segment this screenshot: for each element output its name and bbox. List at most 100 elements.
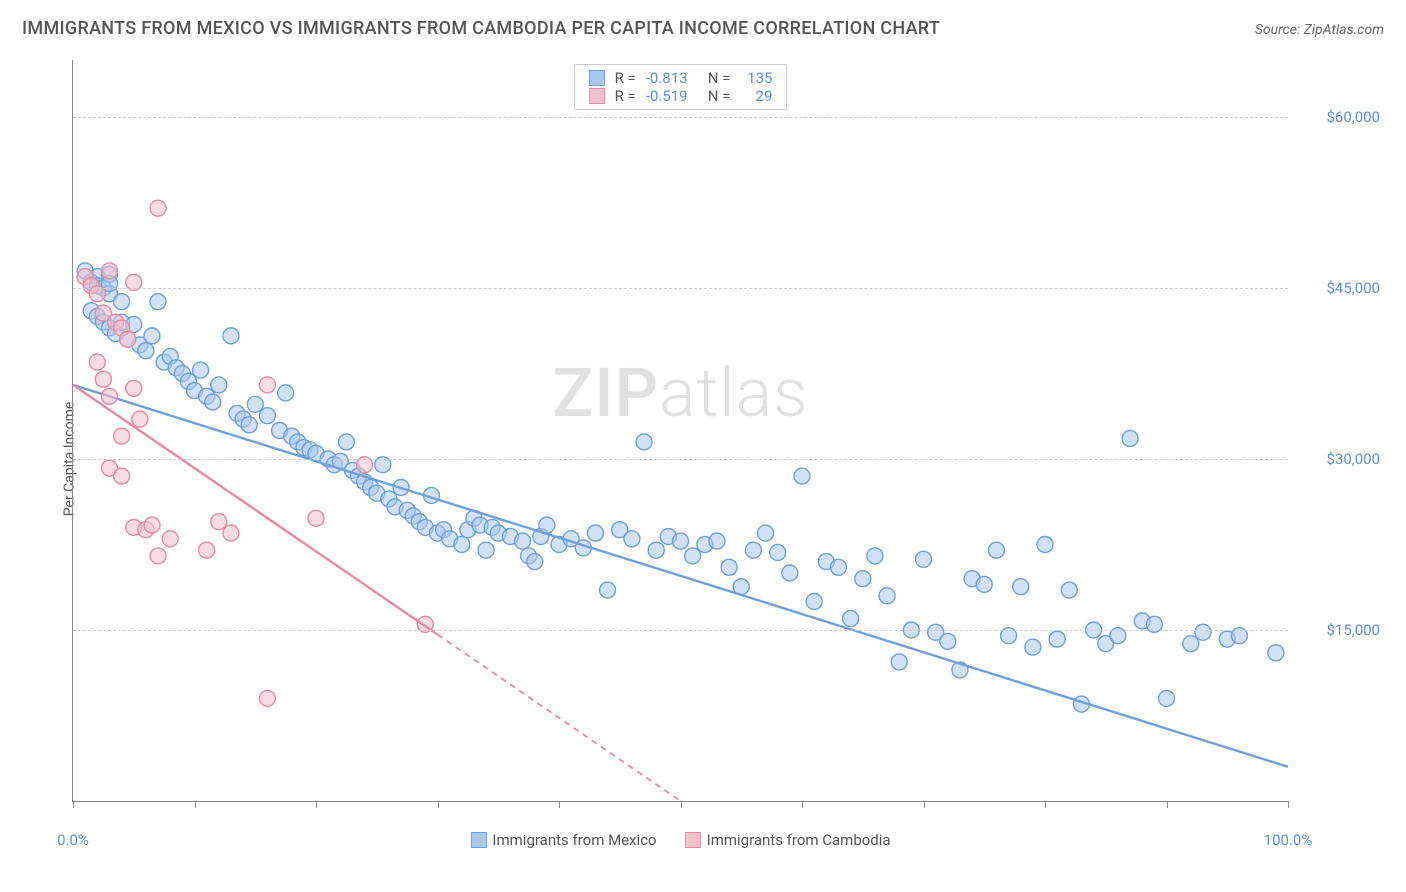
scatter-point (1122, 430, 1138, 446)
r-label: R = (615, 87, 636, 105)
correlation-legend: R =-0.813N =135R =-0.519N =29 (574, 64, 788, 110)
r-value: -0.519 (646, 87, 698, 105)
scatter-point (515, 533, 531, 549)
chart-title: IMMIGRANTS FROM MEXICO VS IMMIGRANTS FRO… (22, 18, 940, 39)
n-value: 29 (740, 87, 772, 105)
data-layer (73, 60, 1288, 801)
scatter-point (587, 525, 603, 541)
scatter-point (794, 468, 810, 484)
scatter-point (308, 510, 324, 526)
scatter-point (144, 328, 160, 344)
x-tick (1167, 801, 1168, 808)
scatter-point (1268, 645, 1284, 661)
scatter-point (758, 525, 774, 541)
scatter-point (1195, 624, 1211, 640)
scatter-point (211, 377, 227, 393)
scatter-point (1159, 690, 1175, 706)
scatter-point (806, 594, 822, 610)
chart-source: Source: ZipAtlas.com (1255, 22, 1384, 38)
y-tick-label: $15,000 (1326, 621, 1380, 639)
scatter-point (1013, 579, 1029, 595)
scatter-point (879, 588, 895, 604)
scatter-point (114, 294, 130, 310)
x-tick (195, 801, 196, 808)
x-tick (438, 801, 439, 808)
scatter-point (709, 533, 725, 549)
scatter-point (126, 380, 142, 396)
scatter-point (150, 294, 166, 310)
scatter-point (132, 411, 148, 427)
scatter-point (648, 542, 664, 558)
y-tick-label: $45,000 (1326, 279, 1380, 297)
scatter-point (144, 517, 160, 533)
scatter-point (1183, 636, 1199, 652)
scatter-point (600, 582, 616, 598)
scatter-point (150, 200, 166, 216)
scatter-point (223, 328, 239, 344)
scatter-point (89, 354, 105, 370)
scatter-point (199, 542, 215, 558)
scatter-point (685, 548, 701, 564)
scatter-point (259, 408, 275, 424)
x-tick (73, 801, 74, 808)
scatter-point (940, 633, 956, 649)
x-tick (559, 801, 560, 808)
regression-line (73, 385, 1288, 767)
legend-item: Immigrants from Mexico (470, 831, 656, 849)
scatter-point (223, 525, 239, 541)
scatter-point (1049, 631, 1065, 647)
scatter-point (539, 517, 555, 533)
n-label: N = (708, 87, 731, 105)
scatter-point (278, 385, 294, 401)
scatter-point (95, 371, 111, 387)
n-label: N = (708, 69, 731, 87)
x-tick (681, 801, 682, 808)
scatter-point (114, 428, 130, 444)
x-tick-label: 100.0% (1264, 831, 1313, 849)
scatter-point (150, 548, 166, 564)
scatter-point (891, 654, 907, 670)
scatter-point (988, 542, 1004, 558)
x-tick (1288, 801, 1289, 808)
legend-swatch (685, 832, 701, 848)
x-tick (1045, 801, 1046, 808)
legend-swatch (470, 832, 486, 848)
scatter-point (247, 396, 263, 412)
scatter-point (673, 533, 689, 549)
y-tick-label: $60,000 (1326, 108, 1380, 126)
scatter-point (114, 468, 130, 484)
gridline (73, 117, 1288, 118)
scatter-point (916, 551, 932, 567)
series-legend: Immigrants from MexicoImmigrants from Ca… (470, 831, 890, 849)
scatter-point (478, 542, 494, 558)
r-value: -0.813 (646, 69, 698, 87)
scatter-point (241, 417, 257, 433)
scatter-point (770, 544, 786, 560)
gridline (73, 288, 1288, 289)
scatter-point (636, 434, 652, 450)
scatter-point (259, 690, 275, 706)
scatter-point (1025, 639, 1041, 655)
scatter-point (338, 434, 354, 450)
scatter-point (1037, 537, 1053, 553)
scatter-point (745, 542, 761, 558)
scatter-point (830, 559, 846, 575)
scatter-point (138, 343, 154, 359)
scatter-point (843, 611, 859, 627)
scatter-point (527, 554, 543, 570)
x-tick (802, 801, 803, 808)
correlation-legend-row: R =-0.813N =135 (589, 69, 773, 87)
scatter-point (976, 576, 992, 592)
scatter-point (782, 565, 798, 581)
x-tick-label: 0.0% (57, 831, 89, 849)
legend-label: Immigrants from Mexico (492, 831, 656, 849)
scatter-point (624, 531, 640, 547)
scatter-point (101, 388, 117, 404)
scatter-point (867, 548, 883, 564)
r-label: R = (615, 69, 636, 87)
legend-swatch (589, 88, 605, 104)
scatter-point (162, 531, 178, 547)
scatter-point (259, 377, 275, 393)
scatter-point (205, 394, 221, 410)
gridline (73, 630, 1288, 631)
